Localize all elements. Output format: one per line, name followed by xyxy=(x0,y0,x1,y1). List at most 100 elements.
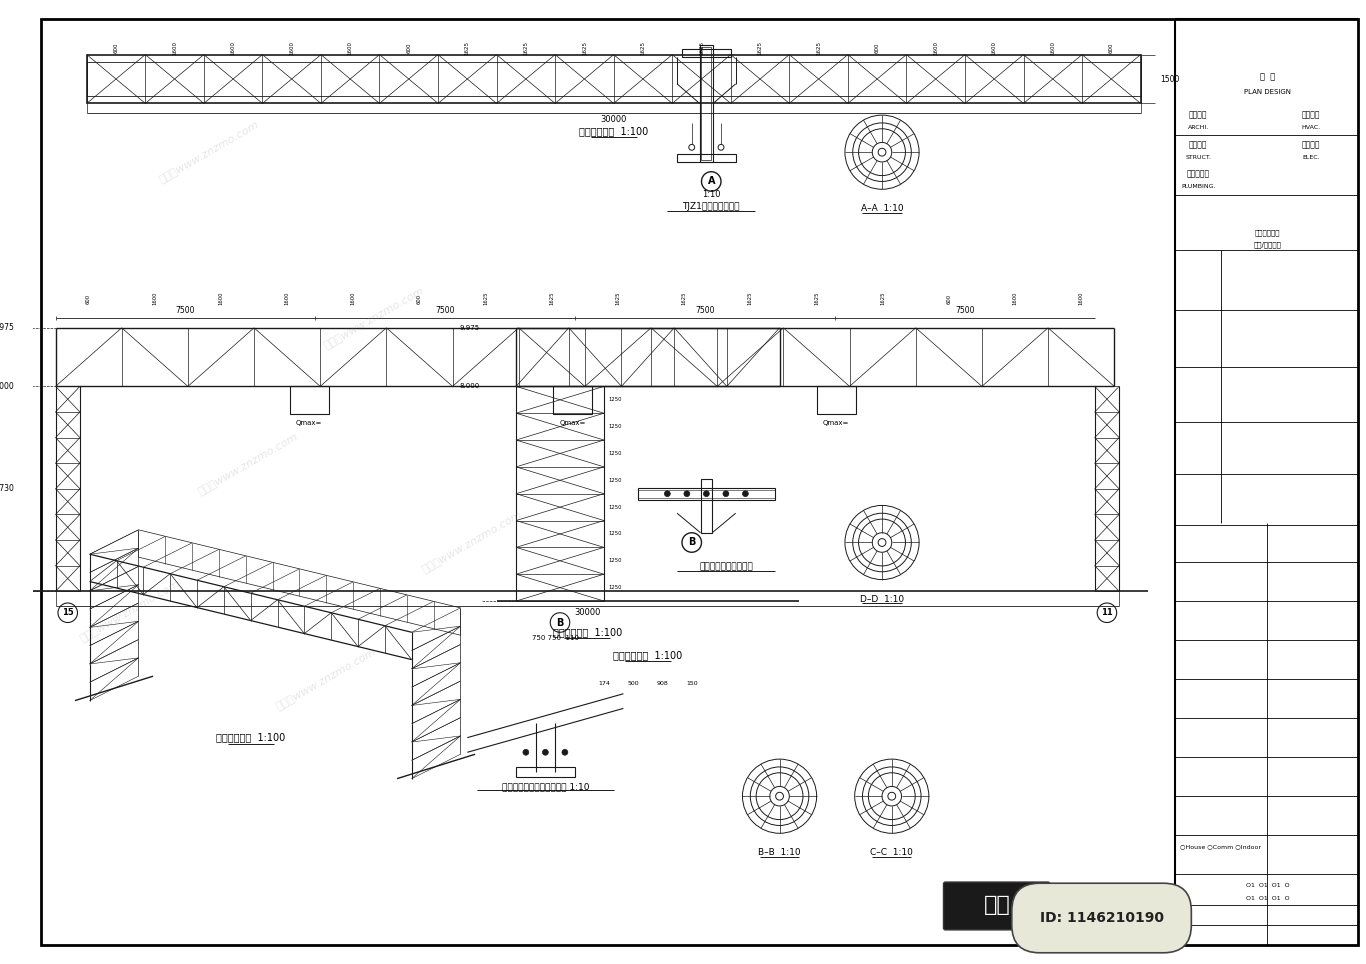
Text: 7500: 7500 xyxy=(176,306,195,315)
Text: 1625: 1625 xyxy=(816,40,821,55)
Text: 1625: 1625 xyxy=(582,40,587,55)
Text: 1625: 1625 xyxy=(616,292,620,306)
Text: Qmax=: Qmax= xyxy=(296,420,322,426)
Text: 1600: 1600 xyxy=(1050,40,1056,55)
Text: 1250: 1250 xyxy=(609,424,623,429)
Text: 1500: 1500 xyxy=(1160,74,1179,84)
Text: 1600: 1600 xyxy=(992,40,997,55)
Text: 知末网www.znzmo.com: 知末网www.znzmo.com xyxy=(157,120,261,185)
Text: 8.000: 8.000 xyxy=(0,382,15,390)
Bar xyxy=(817,387,855,414)
Text: 1250: 1250 xyxy=(609,558,623,563)
Text: 1625: 1625 xyxy=(549,292,555,306)
Text: 500: 500 xyxy=(627,682,639,686)
Text: STRUCT.: STRUCT. xyxy=(1186,154,1212,160)
Text: 8.000: 8.000 xyxy=(460,384,479,389)
Text: 1250: 1250 xyxy=(609,585,623,590)
Bar xyxy=(682,49,731,57)
Text: 7500: 7500 xyxy=(955,306,974,315)
Circle shape xyxy=(723,491,729,496)
Text: O1  O1  O1  O: O1 O1 O1 O xyxy=(1246,897,1290,901)
Text: 600: 600 xyxy=(417,293,422,304)
Text: 1625: 1625 xyxy=(641,40,646,55)
Text: 1625: 1625 xyxy=(747,292,753,306)
Bar xyxy=(699,45,713,162)
Text: 托架一正视图  1:100: 托架一正视图 1:100 xyxy=(553,628,622,637)
Text: 7500: 7500 xyxy=(436,306,455,315)
Text: C–C  1:10: C–C 1:10 xyxy=(870,848,914,857)
Bar xyxy=(516,767,575,777)
Text: 7500: 7500 xyxy=(695,306,714,315)
Text: 9.975: 9.975 xyxy=(460,325,479,331)
Bar xyxy=(87,55,1141,103)
Text: 1600: 1600 xyxy=(152,292,157,306)
Text: 1625: 1625 xyxy=(758,40,762,55)
Circle shape xyxy=(703,491,709,496)
Text: 托架弦杆折截节点示意: 托架弦杆折截节点示意 xyxy=(699,562,753,572)
Text: 600: 600 xyxy=(947,293,951,304)
Text: 知末网www.znzmo.com: 知末网www.znzmo.com xyxy=(421,510,525,576)
Text: 150: 150 xyxy=(686,682,698,686)
Text: TJZ1主框架节点详图: TJZ1主框架节点详图 xyxy=(683,202,740,211)
Text: ARCHI.: ARCHI. xyxy=(1187,125,1209,130)
Text: 7.730: 7.730 xyxy=(0,484,15,494)
Text: 托架一侧视图  1:100: 托架一侧视图 1:100 xyxy=(613,650,683,659)
Text: 1250: 1250 xyxy=(609,451,623,456)
Text: 建筑专业: 建筑专业 xyxy=(1188,111,1208,120)
Text: 知末网www.znzmo.com: 知末网www.znzmo.com xyxy=(322,285,426,351)
Text: B: B xyxy=(688,538,695,548)
Text: 1625: 1625 xyxy=(699,40,703,55)
Text: PLUMBING.: PLUMBING. xyxy=(1182,184,1216,189)
Text: 1600: 1600 xyxy=(1079,292,1083,306)
Text: PLAN DESIGN: PLAN DESIGN xyxy=(1244,89,1291,94)
Text: 1600: 1600 xyxy=(284,292,290,306)
Text: 600: 600 xyxy=(113,42,119,53)
Bar xyxy=(553,387,593,414)
Text: 给排水专业: 给排水专业 xyxy=(1187,169,1210,178)
Text: 15: 15 xyxy=(61,608,74,617)
Text: B: B xyxy=(556,618,564,628)
Bar xyxy=(638,488,775,499)
Text: 1600: 1600 xyxy=(348,40,352,55)
Text: 1600: 1600 xyxy=(219,292,224,306)
Text: 1600: 1600 xyxy=(290,40,294,55)
Text: 结构专业: 结构专业 xyxy=(1188,140,1208,148)
Text: 托架一俦视图  1:100: 托架一俦视图 1:100 xyxy=(579,125,649,136)
Text: 顾问/联系单位: 顾问/联系单位 xyxy=(1254,242,1281,248)
Text: 1600: 1600 xyxy=(351,292,355,306)
Text: 1:10: 1:10 xyxy=(702,190,720,199)
Text: A: A xyxy=(708,176,714,186)
Circle shape xyxy=(743,491,749,496)
Text: 10.300: 10.300 xyxy=(0,446,1,473)
Text: 知末网www.znzmo.com: 知末网www.znzmo.com xyxy=(275,647,377,711)
Text: ID: 1146210190: ID: 1146210190 xyxy=(1040,911,1164,925)
Text: 600: 600 xyxy=(86,293,92,304)
Text: 1250: 1250 xyxy=(609,531,623,536)
Text: 1600: 1600 xyxy=(172,40,178,55)
Text: 1600: 1600 xyxy=(933,40,938,55)
Text: 托架一轴测图  1:100: 托架一轴测图 1:100 xyxy=(216,733,285,742)
Text: 30000: 30000 xyxy=(574,608,601,617)
Text: 暖通专业: 暖通专业 xyxy=(1302,111,1321,120)
Text: 908: 908 xyxy=(657,682,668,686)
Text: 1625: 1625 xyxy=(484,292,488,306)
Circle shape xyxy=(542,749,548,755)
Text: 1250: 1250 xyxy=(609,478,623,483)
Text: O1  O1  O1  O: O1 O1 O1 O xyxy=(1246,883,1290,889)
Text: Qmax=: Qmax= xyxy=(560,420,586,426)
Text: D–D  1:10: D–D 1:10 xyxy=(861,595,904,603)
Text: 1625: 1625 xyxy=(523,40,529,55)
Text: Qmax=: Qmax= xyxy=(822,420,850,426)
Text: 11: 11 xyxy=(1101,608,1113,617)
Text: 水平托架强性连接节点示意 1:10: 水平托架强性连接节点示意 1:10 xyxy=(501,782,589,790)
Text: 1625: 1625 xyxy=(880,292,885,306)
Bar xyxy=(702,47,712,160)
Bar xyxy=(701,479,712,533)
Text: 1600: 1600 xyxy=(231,40,235,55)
Text: 1250: 1250 xyxy=(609,504,623,510)
Text: 1600: 1600 xyxy=(1012,292,1018,306)
Text: HVAC.: HVAC. xyxy=(1302,125,1321,130)
Text: B–B  1:10: B–B 1:10 xyxy=(758,848,800,857)
Text: 知末网www.znzmo.com: 知末网www.znzmo.com xyxy=(79,578,183,644)
FancyBboxPatch shape xyxy=(944,882,1050,930)
